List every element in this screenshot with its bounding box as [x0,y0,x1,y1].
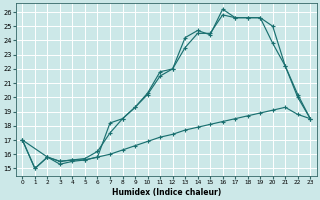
X-axis label: Humidex (Indice chaleur): Humidex (Indice chaleur) [112,188,221,197]
